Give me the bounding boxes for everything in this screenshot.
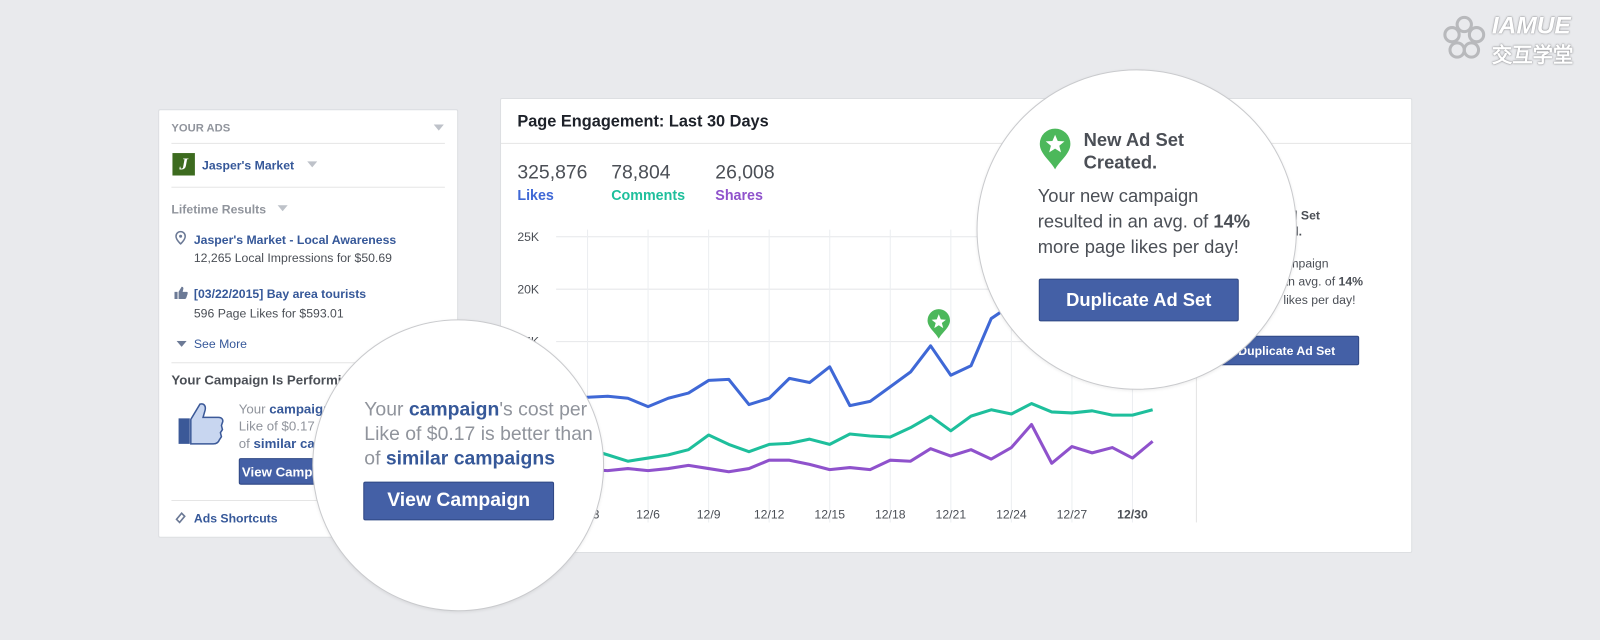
x-tick-label: 12/12 [754,507,785,521]
tip-title: Your Campaign Is Performing [171,372,358,388]
result-detail: 596 Page Likes for $593.01 [193,306,344,321]
x-tick-label: 12/30 [1117,507,1148,521]
y-tick-label: 20K [517,282,540,296]
text-line: resulted in an avg. of 14% [1038,209,1250,235]
text: Like of $0.17 is better than [364,423,593,445]
thumbs-up-illustration [178,403,224,445]
emphasis: campaign [408,398,500,421]
watermark-subtitle: 交互学堂 [1491,44,1574,68]
panel-header: YOUR ADS [171,122,231,135]
divider [171,142,445,144]
x-tick-label: 12/9 [697,507,721,521]
result-detail: 12,265 Local Impressions for $50.69 [193,251,392,266]
text: 's cost per [499,398,588,421]
text: of [364,447,386,470]
expand-arrow[interactable] [176,340,187,347]
emphasis: 14% [1338,274,1364,289]
x-tick-label: 12/21 [936,507,967,521]
section-title: Lifetime Results [171,202,267,217]
duplicate-ad-set-button-zoomed[interactable]: Duplicate Ad Set [1038,278,1239,322]
stat-total: 78,804 [611,162,671,184]
tip-text-zoomed: Your campaign's cost per Like of $0.17 is… [364,398,593,471]
magnifier: Your campaign's cost per Like of $0.17 is… [312,319,605,612]
link-icon [175,512,186,524]
text: Your new campaign [1037,185,1199,207]
ad-set-pin [1039,128,1071,170]
x-tick-label: 12/6 [636,507,660,521]
result-title[interactable]: [03/22/2015] Bay area tourists [193,286,367,302]
emphasis: campaign [269,401,332,417]
text: more page likes per day! [1037,236,1239,258]
x-tick-label: 12/27 [1057,507,1088,521]
x-tick-label: 12/18 [875,507,906,521]
ad-set-heading-zoomed: New Ad Set [1083,129,1185,150]
star-marker [927,309,950,339]
emphasis: 14% [1213,211,1251,232]
ad-set-heading-zoomed: Created. [1083,152,1158,173]
like-icon [174,286,188,299]
series-line [567,422,1154,474]
text: Your [364,398,409,421]
stat-label: Comments [611,186,686,204]
y-tick-label: 25K [517,230,540,244]
view-campaign-button-zoomed[interactable]: View Campaign [363,481,555,521]
see-more-link[interactable]: See More [193,336,247,352]
divider [171,499,445,502]
text: of [238,435,254,452]
series-line [567,402,1154,463]
divider [171,186,445,188]
emphasis: similar campaigns [385,447,556,470]
magnifier: New Ad Set Created. Your new campaign res… [976,69,1297,390]
divider [171,362,445,364]
text-line: Your new campaign [1038,184,1250,210]
dropdown-arrow[interactable] [277,205,288,212]
pin-icon [175,230,186,245]
text-line: of similar campaigns [364,447,593,471]
stat-label: Shares [715,186,763,204]
shortcuts-link[interactable]: Ads Shortcuts [193,511,278,526]
x-tick-label: 12/24 [996,507,1027,521]
text: resulted in an avg. of [1037,211,1214,232]
result-title[interactable]: Jasper's Market - Local Awareness [193,232,397,247]
text: Your [238,401,270,417]
dropdown-arrow[interactable] [433,124,444,131]
x-tick-label: 12/15 [814,507,845,521]
divider [501,142,1412,144]
watermark-logo [1443,15,1486,59]
stat-total: 325,876 [517,162,588,184]
chart-title: Page Engagement: Last 30 Days [517,113,769,131]
dropdown-arrow[interactable] [307,161,318,168]
ad-set-text-zoomed: Your new campaign resulted in an avg. of … [1038,184,1250,261]
stat-total: 26,008 [715,162,775,184]
text-line: Like of $0.17 is better than [364,422,593,446]
watermark-brand: IAMUE [1491,12,1571,40]
text-line: more page likes per day! [1038,235,1250,261]
account-name[interactable]: Jasper's Market [202,158,295,173]
text-line: Your campaign's cost per [364,398,593,422]
account-logo: J [172,153,195,176]
stat-label: Likes [517,186,554,204]
